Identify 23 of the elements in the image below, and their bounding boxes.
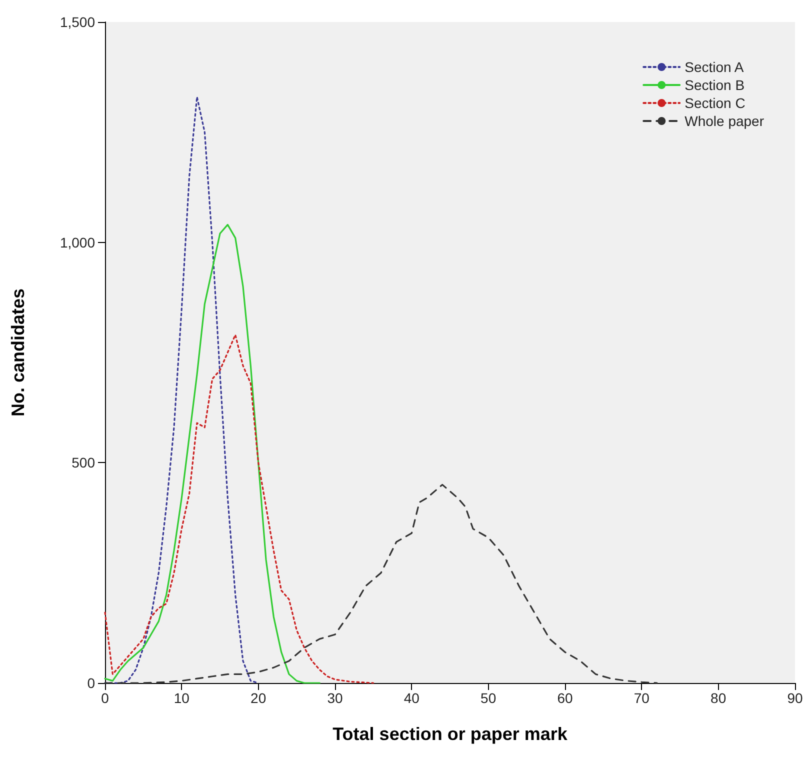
legend-label: Whole paper [684, 113, 764, 129]
x-tick-label: 70 [634, 690, 650, 706]
x-tick-label: 10 [174, 690, 190, 706]
x-tick-label: 0 [101, 690, 110, 706]
x-axis-title: Total section or paper mark [332, 724, 568, 744]
x-tick-label: 40 [404, 690, 420, 706]
y-tick-label: 1,500 [60, 14, 96, 30]
legend-label: Section B [684, 77, 745, 93]
line-series [104, 484, 658, 684]
y-tick-label: 0 [87, 675, 96, 691]
y-tick-label: 500 [72, 454, 96, 471]
x-tick-label: 50 [480, 690, 496, 706]
x-tick-label: 80 [710, 690, 726, 706]
y-axis-title: No. candidates [8, 288, 28, 417]
x-tick-label: 30 [327, 690, 343, 706]
x-tick-label: 90 [787, 690, 803, 706]
y-tick-label: 1,000 [60, 234, 96, 250]
legend-label: Section A [684, 59, 744, 75]
x-tick-label: 20 [250, 690, 266, 706]
line-series [104, 224, 320, 684]
line-series [104, 334, 374, 684]
legend-label: Section C [684, 95, 746, 111]
x-tick-label: 60 [557, 690, 573, 706]
